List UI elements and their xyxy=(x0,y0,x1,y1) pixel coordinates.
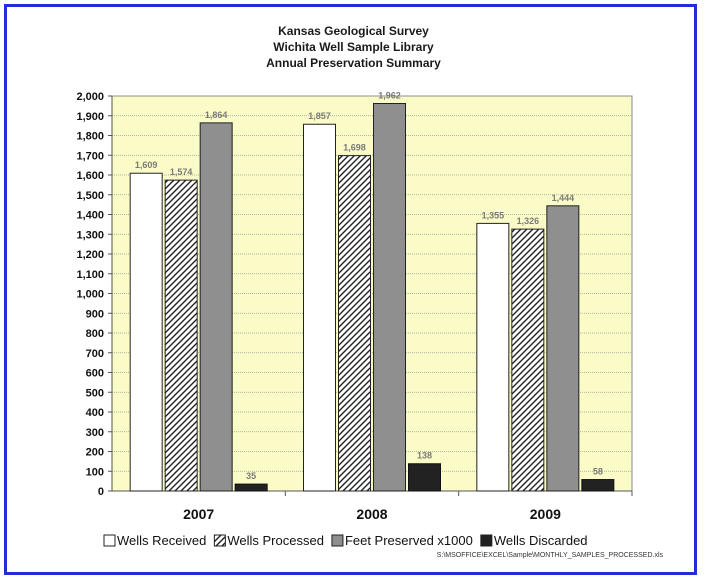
y-tick-label: 200 xyxy=(86,447,104,459)
data-label: 1,962 xyxy=(378,91,401,101)
chart-title-line-2: Wichita Well Sample Library xyxy=(273,40,434,54)
legend-swatch xyxy=(331,534,344,547)
y-tick-label: 500 xyxy=(86,387,104,399)
y-tick-label: 600 xyxy=(86,368,104,380)
legend-label: Feet Preserved x1000 xyxy=(345,533,473,548)
bar xyxy=(129,172,163,492)
legend-swatch xyxy=(213,534,226,547)
y-tick-label: 700 xyxy=(86,348,104,360)
y-tick-label: 0 xyxy=(98,486,104,498)
data-label: 1,574 xyxy=(170,167,193,177)
data-label: 1,609 xyxy=(135,160,158,170)
y-tick-label: 1,000 xyxy=(76,289,104,301)
source-file-footnote: S:\MSOFFICE\EXCEL\Sample\MONTHLY_SAMPLES… xyxy=(436,552,663,559)
y-tick-label: 1,800 xyxy=(76,131,104,143)
legend-swatch xyxy=(103,534,116,547)
chart-title-line-3: Annual Preservation Summary xyxy=(266,56,441,70)
bar xyxy=(164,179,198,492)
y-tick-label: 1,600 xyxy=(76,170,104,182)
y-tick-label: 1,900 xyxy=(76,111,104,123)
y-tick-label: 100 xyxy=(86,466,104,478)
bar xyxy=(546,205,580,492)
data-label: 58 xyxy=(593,467,603,477)
y-tick-label: 2,000 xyxy=(76,91,104,103)
legend-label: Wells Processed xyxy=(227,533,324,548)
legend-label: Wells Received xyxy=(117,533,206,548)
bar xyxy=(199,122,233,492)
data-label: 1,326 xyxy=(517,216,540,226)
y-tick-label: 300 xyxy=(86,427,104,439)
bar xyxy=(373,103,406,492)
y-tick-label: 900 xyxy=(86,308,104,320)
y-tick-label: 400 xyxy=(86,407,104,419)
bar xyxy=(338,155,371,492)
y-tick-label: 1,200 xyxy=(76,249,104,261)
bar xyxy=(581,479,615,492)
y-tick-label: 1,700 xyxy=(76,150,104,162)
bar xyxy=(303,123,336,492)
data-label: 1,698 xyxy=(343,143,366,153)
category-label: 2009 xyxy=(530,506,561,522)
category-label: 2007 xyxy=(183,506,214,522)
data-label: 1,444 xyxy=(552,193,575,203)
data-label: 1,857 xyxy=(308,111,331,121)
bar xyxy=(408,463,441,492)
y-tick-label: 1,300 xyxy=(76,229,104,241)
data-label: 35 xyxy=(246,471,256,481)
bar xyxy=(476,222,510,492)
data-label: 1,864 xyxy=(205,110,228,120)
bar xyxy=(234,483,268,492)
chart-title-line-1: Kansas Geological Survey xyxy=(278,24,429,38)
y-tick-label: 1,100 xyxy=(76,269,104,281)
y-tick-label: 1,500 xyxy=(76,190,104,202)
bar xyxy=(511,228,545,492)
data-label: 138 xyxy=(417,451,432,461)
legend-swatch xyxy=(480,534,493,547)
legend-label: Wells Discarded xyxy=(494,533,588,548)
y-tick-label: 800 xyxy=(86,328,104,340)
category-label: 2008 xyxy=(356,506,387,522)
data-label: 1,355 xyxy=(482,210,505,220)
y-tick-label: 1,400 xyxy=(76,210,104,222)
